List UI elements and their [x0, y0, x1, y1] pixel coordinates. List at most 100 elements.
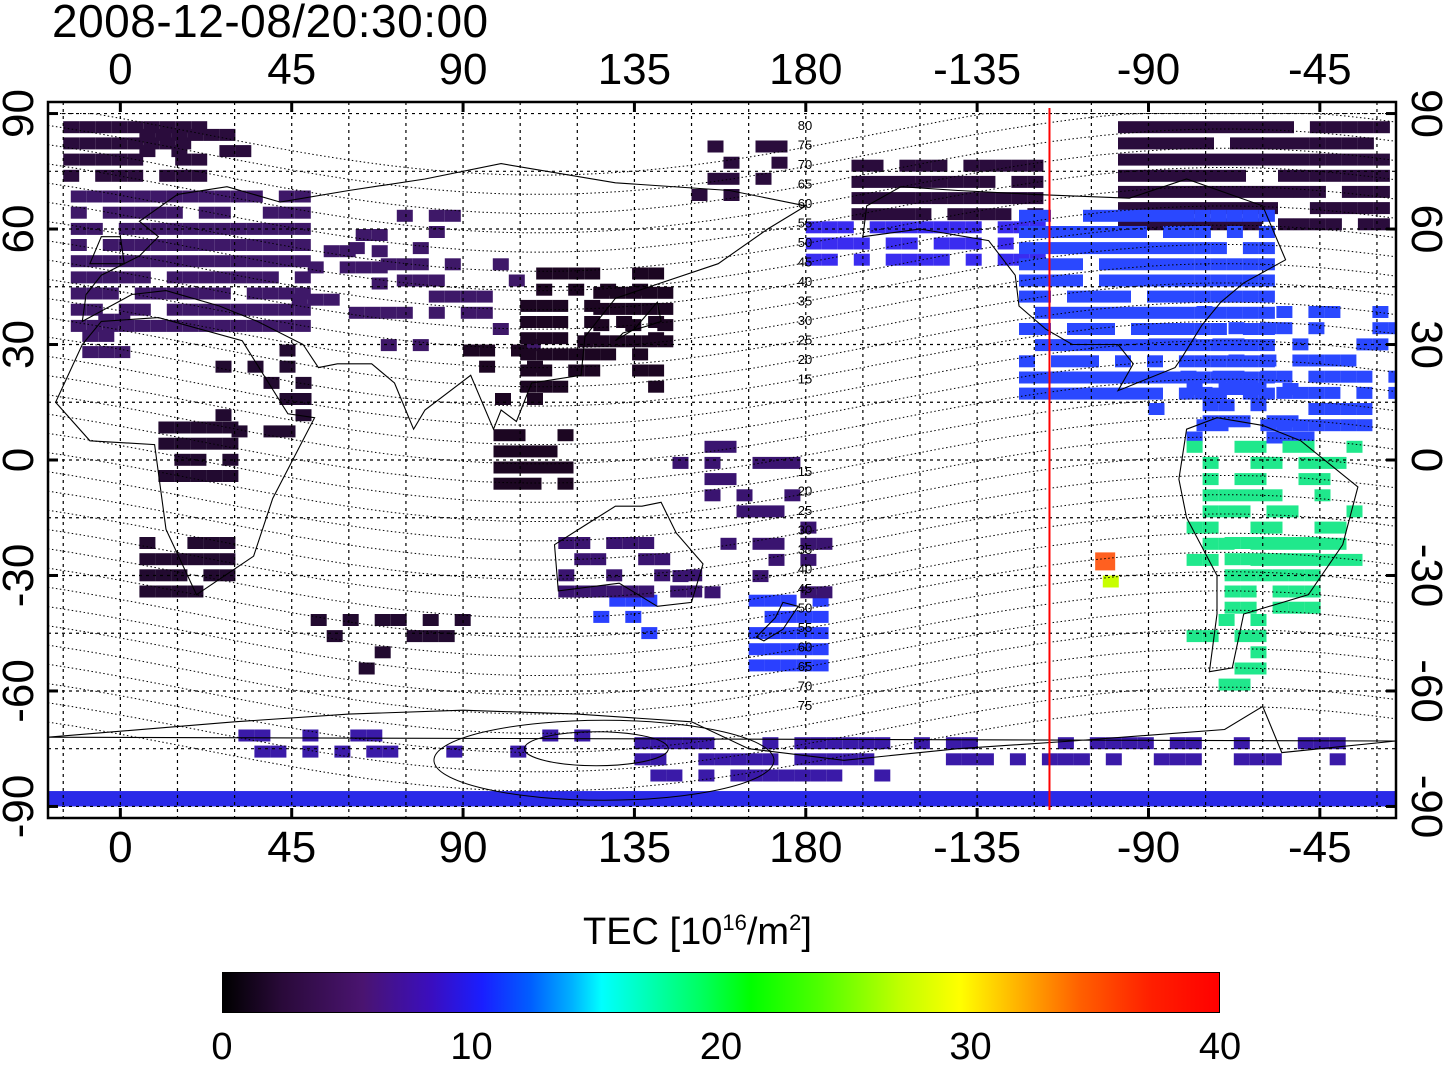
maglat-contour-26	[48, 590, 1396, 676]
maglat-label-north: 80	[798, 118, 812, 133]
maglat-contour-10	[48, 282, 1396, 369]
coast-new-zealand	[755, 601, 800, 642]
coast-south-america	[1178, 417, 1359, 673]
tec-patch-africa	[215, 344, 312, 438]
colorbar-tick-label: 40	[1198, 1026, 1242, 1068]
maglat-label-south: 75	[798, 698, 812, 713]
x-tick-label-top: -135	[933, 45, 1021, 94]
y-tick-label-right: -60	[1402, 659, 1444, 723]
y-tick-label-left: 60	[0, 205, 43, 254]
colorbar-title-prefix: TEC [10	[583, 911, 723, 953]
maglat-label-south: 70	[798, 679, 812, 694]
tec-patch-europe	[291, 229, 388, 306]
maglat-contour-6	[48, 205, 1396, 292]
maglat-label-north: 60	[798, 196, 812, 211]
maglat-contour-23	[48, 532, 1396, 619]
tec-patch-europe	[348, 209, 541, 352]
tec-patch-mid-pacific	[1102, 575, 1119, 588]
colorbar-title: TEC [1016/m2]	[583, 911, 812, 953]
maglat-contour-12	[48, 321, 1396, 407]
maglat-label-south: 25	[798, 503, 812, 518]
coast-africa	[54, 317, 316, 596]
y-tick-label-left: -90	[0, 775, 43, 839]
tec-patch-north-polar-cap	[691, 140, 788, 201]
maglat-label-south: 50	[798, 601, 812, 616]
maglat-contour-5	[48, 186, 1396, 272]
x-tick-label-top: -90	[1117, 45, 1181, 94]
colorbar	[222, 972, 1220, 1013]
maglat-label-south: 65	[798, 659, 812, 674]
y-tick-label-right: 90	[1402, 89, 1444, 138]
tec-south-polar-band	[48, 791, 1396, 807]
maglat-contour-15	[48, 378, 1396, 465]
magnetic-latitude-contours	[48, 113, 1396, 792]
x-tick-label-bottom: 45	[267, 823, 316, 872]
coast-japan	[615, 300, 662, 342]
maglat-contour-13	[48, 340, 1396, 426]
maglat-contour-16	[48, 398, 1396, 484]
y-tick-label-right: 60	[1402, 205, 1444, 254]
maglat-contour-22	[48, 513, 1396, 599]
tec-patch-east-asia	[493, 429, 574, 490]
tec-patch-high-pacific	[1095, 552, 1116, 571]
axis-ticks	[48, 102, 1396, 818]
x-tick-label-bottom: 180	[769, 823, 842, 872]
y-tick-label-right: -90	[1402, 775, 1444, 839]
maglat-contour-4	[48, 167, 1396, 253]
south-pole-contour-outer	[433, 719, 775, 801]
y-tick-label-left: 30	[0, 320, 43, 369]
maglat-contour-8	[48, 244, 1396, 330]
x-tick-label-top: 90	[439, 45, 488, 94]
maglat-label-north: 25	[798, 333, 812, 348]
maglat-label-north: 55	[798, 216, 812, 231]
colorbar-title-suffix: ]	[801, 911, 812, 953]
maglat-contour-9	[48, 263, 1396, 349]
timestamp-title: 2008-12-08/20:30:00	[52, 0, 489, 47]
y-tick-label-left: 90	[0, 89, 43, 138]
maglat-label-south: 35	[798, 542, 812, 557]
maglat-label-north: 70	[798, 157, 812, 172]
maglat-label-south: 15	[798, 464, 812, 479]
maglat-contour-11	[48, 301, 1396, 388]
maglat-contour-0	[48, 113, 1396, 176]
maglat-contour-2	[48, 128, 1396, 215]
maglat-contour-27	[48, 609, 1396, 696]
maglat-label-north: 30	[798, 313, 812, 328]
x-tick-label-top: -45	[1288, 45, 1352, 94]
maglat-contour-14	[48, 359, 1396, 445]
x-tick-label-bottom: 135	[598, 823, 671, 872]
tec-patch-north-america	[1186, 383, 1315, 444]
maglat-label-north: 20	[798, 352, 812, 367]
maglat-contour-28	[48, 628, 1396, 715]
maglat-contour-7	[48, 224, 1396, 311]
tec-patch-north-polar-cap	[1118, 121, 1390, 231]
maglat-label-north: 40	[798, 274, 812, 289]
south-pole-contour-inner	[523, 731, 669, 767]
tec-patch-east-asia	[520, 267, 665, 393]
x-tick-label-bottom: 90	[439, 823, 488, 872]
coast-north-america	[862, 178, 1287, 392]
x-tick-label-top: 0	[108, 45, 132, 94]
x-tick-label-bottom: -135	[933, 823, 1021, 872]
maglat-contour-24	[48, 551, 1396, 638]
y-tick-label-left: -30	[0, 544, 43, 608]
x-tick-label-bottom: -45	[1288, 823, 1352, 872]
maglat-contour-29	[48, 648, 1396, 734]
x-tick-label-bottom: -90	[1117, 823, 1181, 872]
maglat-contour-20	[48, 475, 1396, 561]
maglat-label-south: 45	[798, 581, 812, 596]
maglat-label-south: 30	[798, 523, 812, 538]
tec-patch-africa	[139, 537, 236, 598]
maglat-label-south: 40	[798, 562, 812, 577]
x-tick-label-top: 135	[598, 45, 671, 94]
magnetic-latitude-labels: 80 75 70 65 60 55 50 45 40 35 30 25 20 15 15 20 25 30 35 40…	[798, 118, 812, 713]
y-tick-label-right: -30	[1402, 544, 1444, 608]
maglat-label-north: 65	[798, 177, 812, 192]
maglat-contour-1	[48, 113, 1396, 195]
maglat-contour-18	[48, 436, 1396, 522]
maglat-contour-19	[48, 455, 1396, 542]
coastline-layer	[48, 163, 1396, 761]
maglat-label-south: 20	[798, 484, 812, 499]
maglat-label-south: 55	[798, 620, 812, 635]
